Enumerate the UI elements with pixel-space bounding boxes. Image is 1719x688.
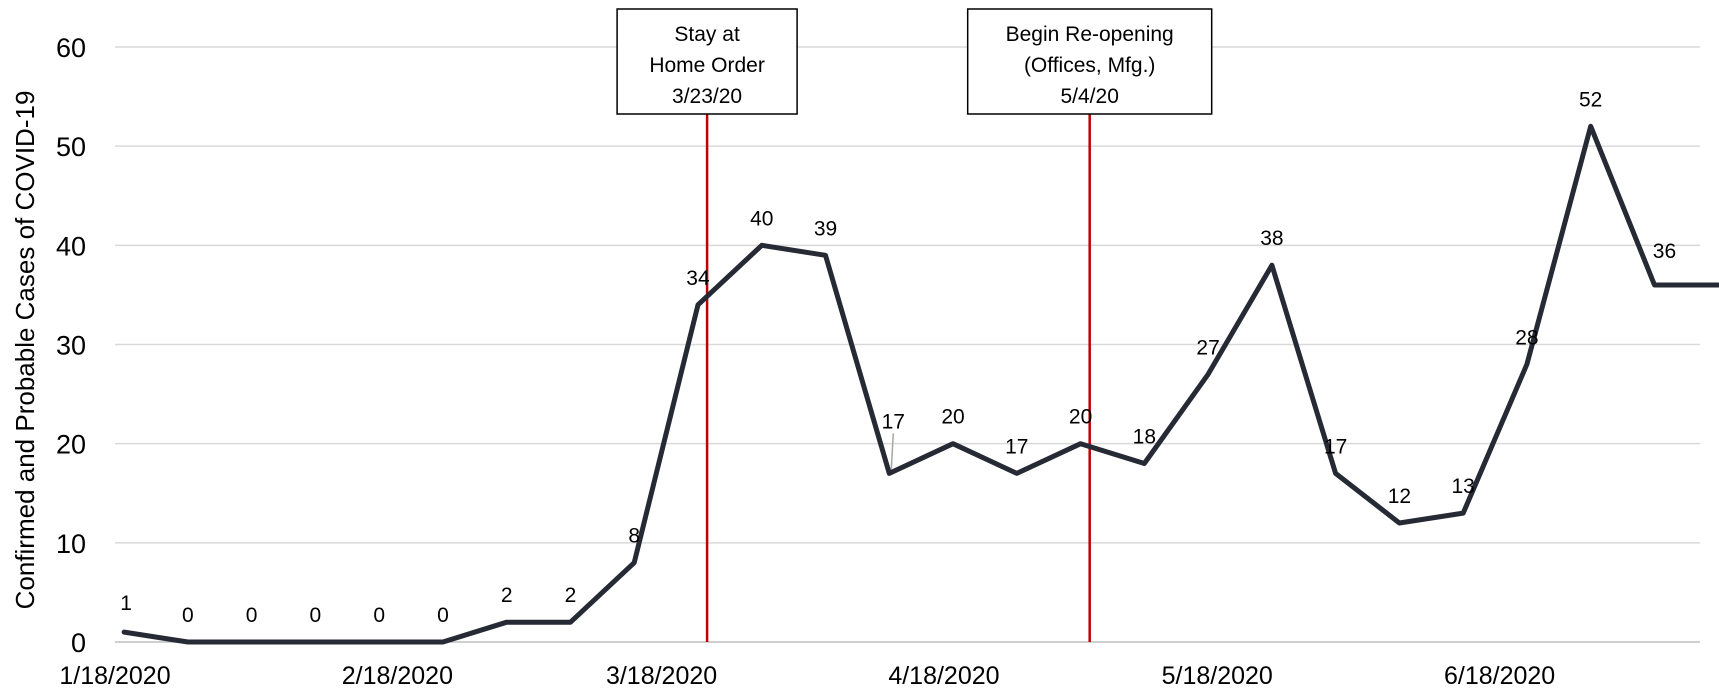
y-tick-label: 10: [56, 529, 86, 559]
data-label: 20: [941, 406, 964, 429]
data-label: 17: [1005, 435, 1028, 458]
gridlines: [115, 46, 1700, 643]
x-tick-label: 6/18/2020: [1444, 662, 1555, 688]
x-axis-ticks: 1/18/2020 2/18/2020 3/18/2020 4/18/2020 5/18…: [59, 662, 1555, 688]
data-label: 0: [373, 604, 385, 627]
data-label: 40: [750, 207, 773, 230]
data-label: 2: [565, 584, 577, 607]
data-label: 34: [686, 267, 710, 290]
data-label: 38: [1260, 227, 1283, 250]
label-leader-line: [890, 433, 895, 470]
data-label: 36: [1653, 240, 1676, 263]
y-axis-ticks: 0 10 20 30 40 50 60: [56, 33, 86, 658]
series-cases: [121, 123, 1719, 645]
data-label: 0: [246, 604, 258, 627]
data-label: 18: [1133, 426, 1156, 449]
y-tick-label: 40: [56, 231, 86, 261]
annotation-text: 3/23/20: [672, 85, 742, 108]
x-tick-label: 4/18/2020: [888, 662, 999, 688]
data-label: 12: [1388, 485, 1411, 508]
y-tick-label: 20: [56, 430, 86, 460]
annotation-text: Stay at: [674, 23, 740, 46]
data-label: 0: [437, 604, 449, 627]
data-label: 0: [182, 604, 194, 627]
annotation-frame: [616, 8, 798, 115]
y-tick-label: 60: [56, 33, 86, 63]
y-tick-label: 30: [56, 331, 86, 361]
data-label: 27: [1196, 336, 1219, 359]
x-tick-label: 3/18/2020: [606, 662, 717, 688]
y-tick-label: 0: [71, 628, 86, 658]
y-tick-label: 50: [56, 132, 86, 162]
series-line: [121, 123, 1719, 645]
data-label: 0: [310, 604, 322, 627]
data-label: 20: [1069, 406, 1092, 429]
y-axis-title: Confirmed and Probable Cases of COVID-19: [10, 91, 40, 610]
data-label: 17: [882, 410, 905, 433]
annotation-box: Begin Re-opening (Offices, Mfg.) 5/4/20: [966, 8, 1213, 115]
data-label: 17: [1324, 435, 1347, 458]
annotation-box: Stay at Home Order 3/23/20: [616, 8, 798, 115]
data-label: 13: [1451, 475, 1474, 498]
data-label: 39: [814, 217, 837, 240]
annotation-text: (Offices, Mfg.): [1024, 54, 1155, 77]
x-tick-label: 5/18/2020: [1162, 662, 1273, 688]
event-markers: Stay at Home Order 3/23/20 Begin Re-opening…: [616, 8, 1213, 642]
annotation-text: Home Order: [649, 54, 765, 77]
data-label: 8: [628, 525, 640, 548]
data-label: 1: [120, 592, 132, 615]
data-label: 28: [1515, 326, 1538, 349]
x-tick-label: 2/18/2020: [342, 662, 453, 688]
annotation-text: 5/4/20: [1060, 85, 1118, 108]
data-label: 52: [1579, 88, 1602, 111]
data-label: 2: [501, 584, 513, 607]
annotation-frame: [966, 8, 1213, 115]
x-tick-label: 1/18/2020: [59, 662, 170, 688]
annotation-text: Begin Re-opening: [1006, 23, 1174, 46]
